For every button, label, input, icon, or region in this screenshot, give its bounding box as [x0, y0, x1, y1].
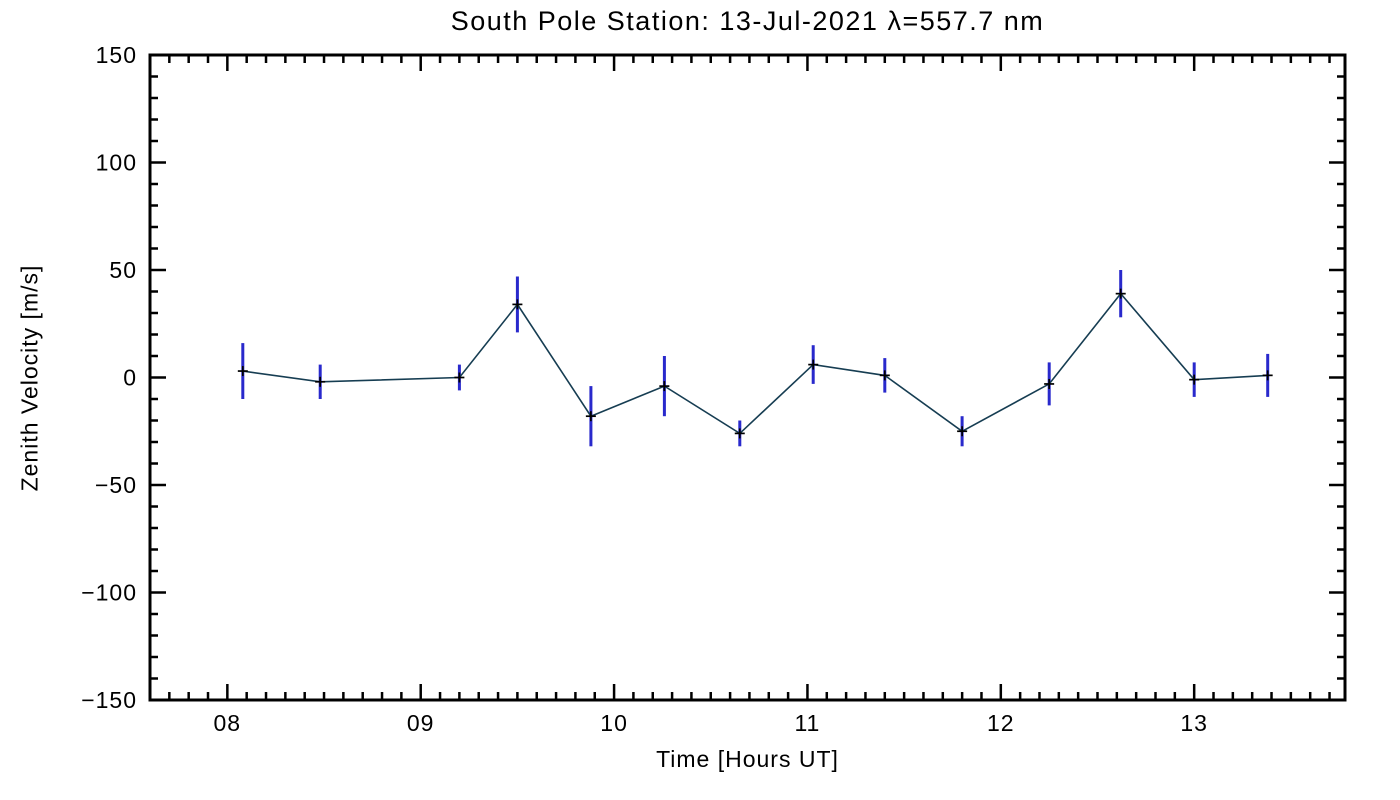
plot-frame: [148, 53, 1347, 702]
x-tick-label: 13: [1180, 710, 1208, 736]
x-tick-label: 12: [987, 710, 1015, 736]
y-tick-label: −150: [81, 687, 137, 713]
x-tick-label: 10: [600, 710, 628, 736]
x-axis-label: Time [Hours UT]: [656, 746, 839, 772]
y-tick-label: 100: [96, 150, 137, 176]
y-axis-label: Zenith Velocity [m/s]: [16, 264, 43, 492]
x-tick-labels: 08 09 10 11 12 13: [214, 710, 1208, 736]
x-tick-label: 09: [407, 710, 435, 736]
y-tick-label: 150: [96, 42, 137, 68]
x-tick-label: 08: [214, 710, 242, 736]
data-markers: [237, 288, 1273, 439]
y-tick-label: 50: [109, 257, 137, 283]
x-tick-label: 11: [794, 710, 820, 736]
y-tick-label: −50: [95, 472, 137, 498]
y-tick-label: 0: [123, 365, 137, 391]
y-tick-label: −100: [81, 580, 137, 606]
plot-title: South Pole Station: 13-Jul-2021 λ=557.7 …: [450, 6, 1045, 36]
axes: [148, 53, 1347, 702]
y-tick-labels: −150 −100 −50 0 50 100 150: [81, 42, 137, 713]
data-line: [242, 292, 1268, 435]
